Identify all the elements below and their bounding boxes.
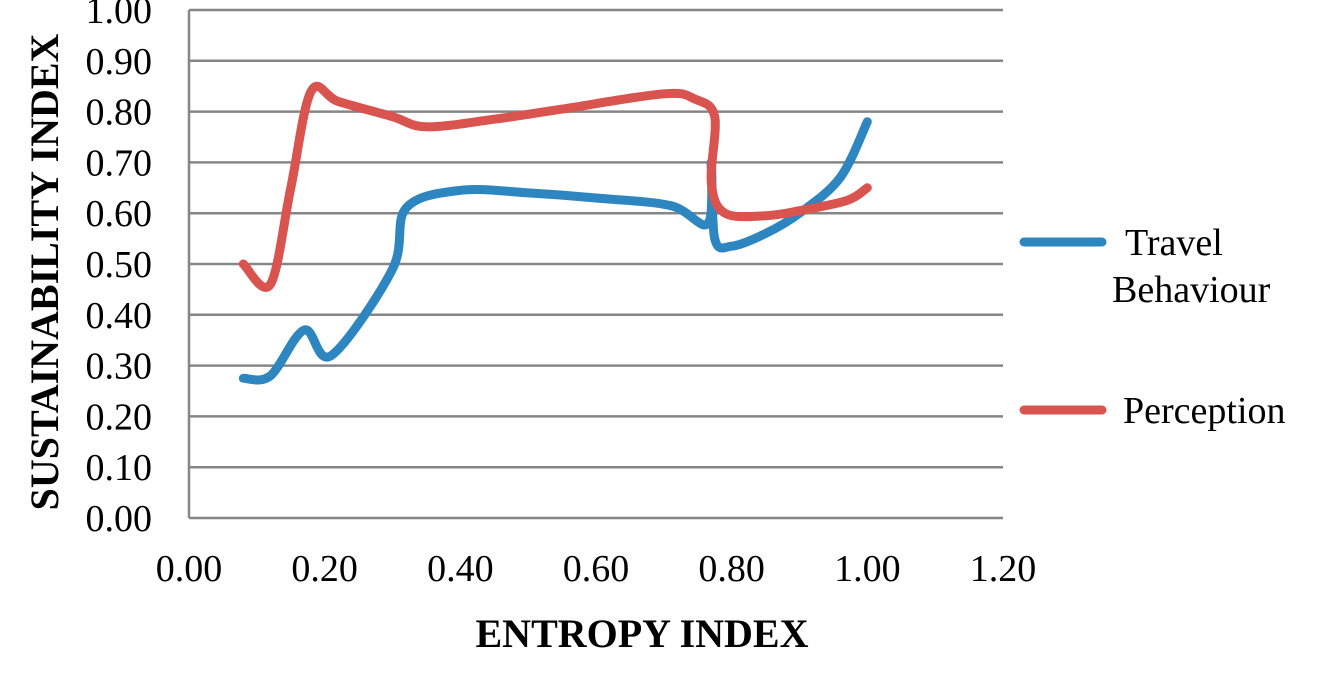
x-tick-label: 1.20 [970,548,1037,590]
y-tick-label: 0.40 [86,295,153,337]
x-tick-label: 0.60 [563,548,630,590]
series-lines [238,81,872,385]
y-tick-label: 0.10 [86,447,153,489]
y-axis-title: SUSTAINABILITY INDEX [22,33,67,510]
legend-label: Travel [1125,222,1223,264]
y-tick-label: 0.00 [86,498,153,540]
x-tick-label: 0.80 [698,548,765,590]
series-line-travel-behaviour [238,117,872,385]
x-tick-label: 1.00 [834,548,901,590]
x-tick-label: 0.40 [427,548,494,590]
legend-label: Perception [1123,390,1286,432]
y-axis-tick-labels: 0.00 0.10 0.20 0.30 0.40 0.50 0.60 0.70 0.80 0.90… [86,0,153,540]
gridlines [189,8,1003,520]
x-tick-label: 0.20 [291,548,358,590]
y-tick-label: 0.90 [86,41,153,83]
y-tick-label: 0.20 [86,396,153,438]
y-tick-label: 0.60 [86,193,153,235]
y-tick-label: 0.80 [86,92,153,134]
y-tick-label: 0.70 [86,142,153,184]
y-tick-label: 1.00 [86,0,153,32]
x-axis-tick-labels: 0.00 0.20 0.40 0.60 0.80 1.00 1.20 [156,548,1037,590]
series-line-perception [238,81,872,292]
x-axis-title: ENTROPY INDEX [476,611,809,656]
x-tick-label: 0.00 [156,548,223,590]
y-tick-label: 0.30 [86,346,153,388]
legend-label: Behaviour [1112,269,1271,311]
y-tick-label: 0.50 [86,244,153,286]
legend: Travel Behaviour Perception [1019,222,1286,432]
